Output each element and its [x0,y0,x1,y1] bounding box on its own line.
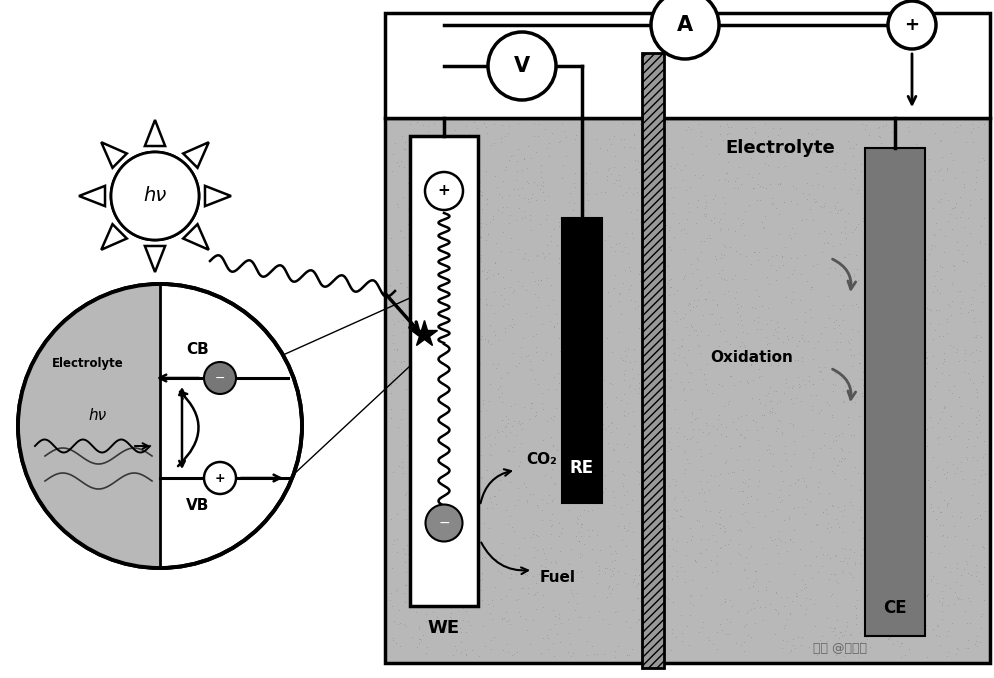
Circle shape [204,462,236,494]
Text: Electrolyte: Electrolyte [725,139,834,157]
Polygon shape [183,224,209,250]
Bar [562,218,601,503]
Text: RE: RE [570,459,593,477]
Bar [385,118,989,663]
Text: hν: hν [143,186,166,205]
Circle shape [487,32,556,100]
Polygon shape [205,186,231,206]
Text: CE: CE [883,599,906,617]
Polygon shape [101,224,126,250]
Text: +: + [904,16,918,34]
FancyArrowPatch shape [832,369,855,399]
FancyArrowPatch shape [481,542,528,574]
Wedge shape [18,284,160,568]
Polygon shape [183,142,209,168]
Text: Oxidation: Oxidation [710,351,792,365]
Text: 知乎 @智慧树: 知乎 @智慧树 [812,641,866,654]
Text: V: V [514,56,530,76]
Polygon shape [145,120,165,146]
Text: −: − [215,372,225,384]
Text: +: + [215,471,225,485]
FancyArrowPatch shape [832,259,855,290]
Polygon shape [145,246,165,272]
Text: hν: hν [143,186,166,205]
Text: A: A [676,15,693,35]
Polygon shape [79,186,105,206]
Bar [864,148,924,636]
Bar [641,53,663,668]
Text: +: + [437,184,450,199]
Circle shape [887,1,935,49]
FancyArrowPatch shape [480,469,511,503]
Text: hν: hν [88,409,107,424]
Circle shape [204,362,236,394]
Text: CO₂: CO₂ [526,452,557,468]
Text: CB: CB [187,342,209,357]
Text: −: − [437,516,449,530]
Text: WE: WE [427,619,459,637]
Circle shape [111,152,199,240]
Bar [385,13,989,118]
Text: Fuel: Fuel [540,570,576,586]
Text: VB: VB [186,498,210,513]
Circle shape [18,284,302,568]
Circle shape [111,152,199,240]
Bar [410,136,477,606]
Circle shape [425,504,462,542]
Polygon shape [101,142,126,168]
Circle shape [424,172,462,210]
Text: Electrolyte: Electrolyte [52,357,123,370]
Circle shape [650,0,719,59]
